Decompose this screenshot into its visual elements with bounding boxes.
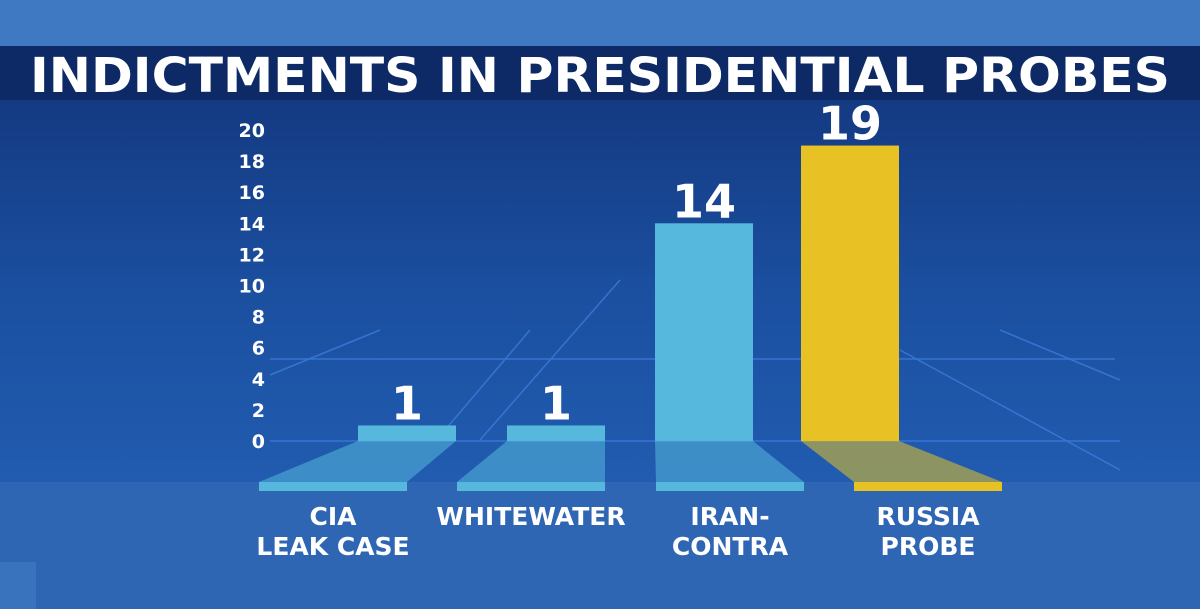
bar-floor-shadow xyxy=(259,441,456,482)
y-tick-label: 10 xyxy=(239,276,265,298)
bars: 1 1 14 19 xyxy=(259,97,1002,491)
y-tick-label: 14 xyxy=(239,213,265,235)
x-category-label: CIA xyxy=(310,502,358,531)
chart-panel xyxy=(0,100,1200,482)
y-tick-label: 20 xyxy=(239,120,265,142)
y-tick-label: 8 xyxy=(252,307,265,329)
floor-panel xyxy=(0,482,1200,609)
bar-value-label: 14 xyxy=(672,174,736,228)
bar-floor-base xyxy=(656,482,804,491)
bar-floor-base xyxy=(457,482,605,491)
y-tick-label: 6 xyxy=(252,338,265,360)
y-axis: 0 2 4 6 8 10 12 14 16 18 20 xyxy=(239,120,265,453)
corner-block xyxy=(0,562,36,609)
bar-value-label: 1 xyxy=(391,376,423,430)
y-tick-label: 18 xyxy=(239,151,265,173)
x-category-label: WHITEWATER xyxy=(436,502,625,531)
y-tick-label: 0 xyxy=(252,431,265,453)
y-tick-label: 16 xyxy=(239,182,265,204)
bar xyxy=(801,145,899,442)
y-tick-label: 2 xyxy=(252,400,265,422)
title-banner xyxy=(0,46,1200,100)
x-category-label: IRAN- xyxy=(690,502,769,531)
y-tick-label: 4 xyxy=(252,369,265,391)
x-category-label: PROBE xyxy=(881,532,976,561)
x-category-label: LEAK CASE xyxy=(256,532,409,561)
x-category-label: CONTRA xyxy=(672,532,789,561)
bar xyxy=(507,425,605,441)
bar-floor-shadow xyxy=(457,441,605,482)
y-tick-label: 12 xyxy=(239,244,265,266)
bar xyxy=(655,223,753,441)
chart-title: INDICTMENTS IN PRESIDENTIAL PROBES xyxy=(30,48,1170,104)
bar-floor-shadow xyxy=(655,441,804,482)
bar xyxy=(358,425,456,441)
x-category-label: RUSSIA xyxy=(876,502,980,531)
bar-value-label: 1 xyxy=(540,376,572,430)
bar-floor-base xyxy=(854,482,1002,491)
top-strip xyxy=(0,0,1200,46)
bar-floor-base xyxy=(259,482,407,491)
bar-floor-shadow xyxy=(801,441,1002,482)
bar-value-label: 19 xyxy=(818,97,882,151)
